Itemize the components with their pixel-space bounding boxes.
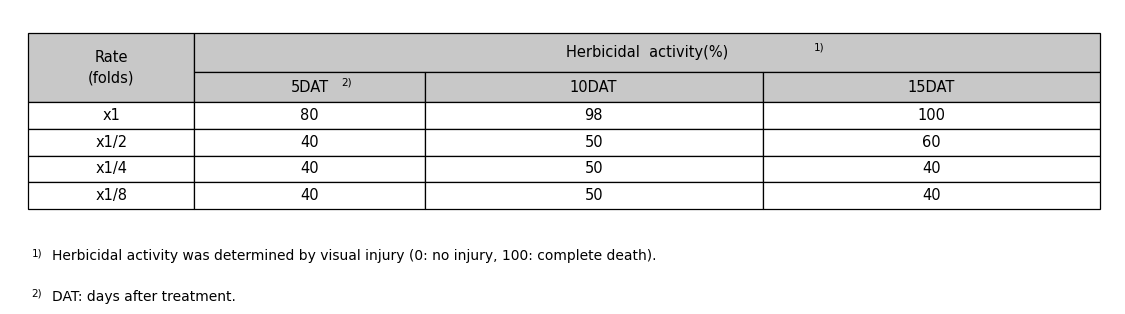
Bar (195, 33, 1100, 72)
Text: Herbicidal  activity(%): Herbicidal activity(%) (566, 45, 728, 60)
Text: 2): 2) (32, 289, 42, 299)
Bar (195, 129, 425, 156)
Text: DAT: days after treatment.: DAT: days after treatment. (52, 290, 235, 304)
Text: x1/4: x1/4 (96, 161, 127, 176)
Bar (28, 182, 195, 209)
Bar (425, 182, 763, 209)
Text: 1): 1) (813, 42, 825, 52)
Text: 50: 50 (584, 135, 603, 150)
Text: 5DAT: 5DAT (290, 79, 328, 95)
Bar (763, 182, 1100, 209)
Text: 2): 2) (341, 77, 352, 87)
Bar (28, 33, 195, 102)
Bar (763, 129, 1100, 156)
Bar (195, 182, 425, 209)
Bar (763, 72, 1100, 102)
Bar (195, 156, 425, 182)
Bar (195, 72, 425, 102)
Text: 40: 40 (300, 135, 318, 150)
Text: x1/2: x1/2 (96, 135, 127, 150)
Text: x1: x1 (102, 108, 120, 123)
Text: 10DAT: 10DAT (570, 79, 618, 95)
Text: 40: 40 (300, 188, 318, 203)
Text: 50: 50 (584, 161, 603, 176)
Text: 40: 40 (300, 161, 318, 176)
Bar (425, 156, 763, 182)
Bar (425, 72, 763, 102)
Text: 15DAT: 15DAT (908, 79, 955, 95)
Bar (763, 156, 1100, 182)
Bar (28, 156, 195, 182)
Text: 1): 1) (32, 248, 42, 258)
Text: 80: 80 (300, 108, 318, 123)
Bar (425, 102, 763, 129)
Text: 60: 60 (922, 135, 940, 150)
Bar (28, 102, 195, 129)
Bar (28, 129, 195, 156)
Bar (425, 129, 763, 156)
Text: 100: 100 (917, 108, 945, 123)
Text: 98: 98 (584, 108, 603, 123)
Text: 50: 50 (584, 188, 603, 203)
Text: Rate
(folds): Rate (folds) (88, 50, 135, 85)
Bar (195, 102, 425, 129)
Text: 40: 40 (922, 161, 940, 176)
Text: 40: 40 (922, 188, 940, 203)
Text: x1/8: x1/8 (96, 188, 127, 203)
Text: Herbicidal activity was determined by visual injury (0: no injury, 100: complete: Herbicidal activity was determined by vi… (52, 249, 656, 263)
Bar (763, 102, 1100, 129)
